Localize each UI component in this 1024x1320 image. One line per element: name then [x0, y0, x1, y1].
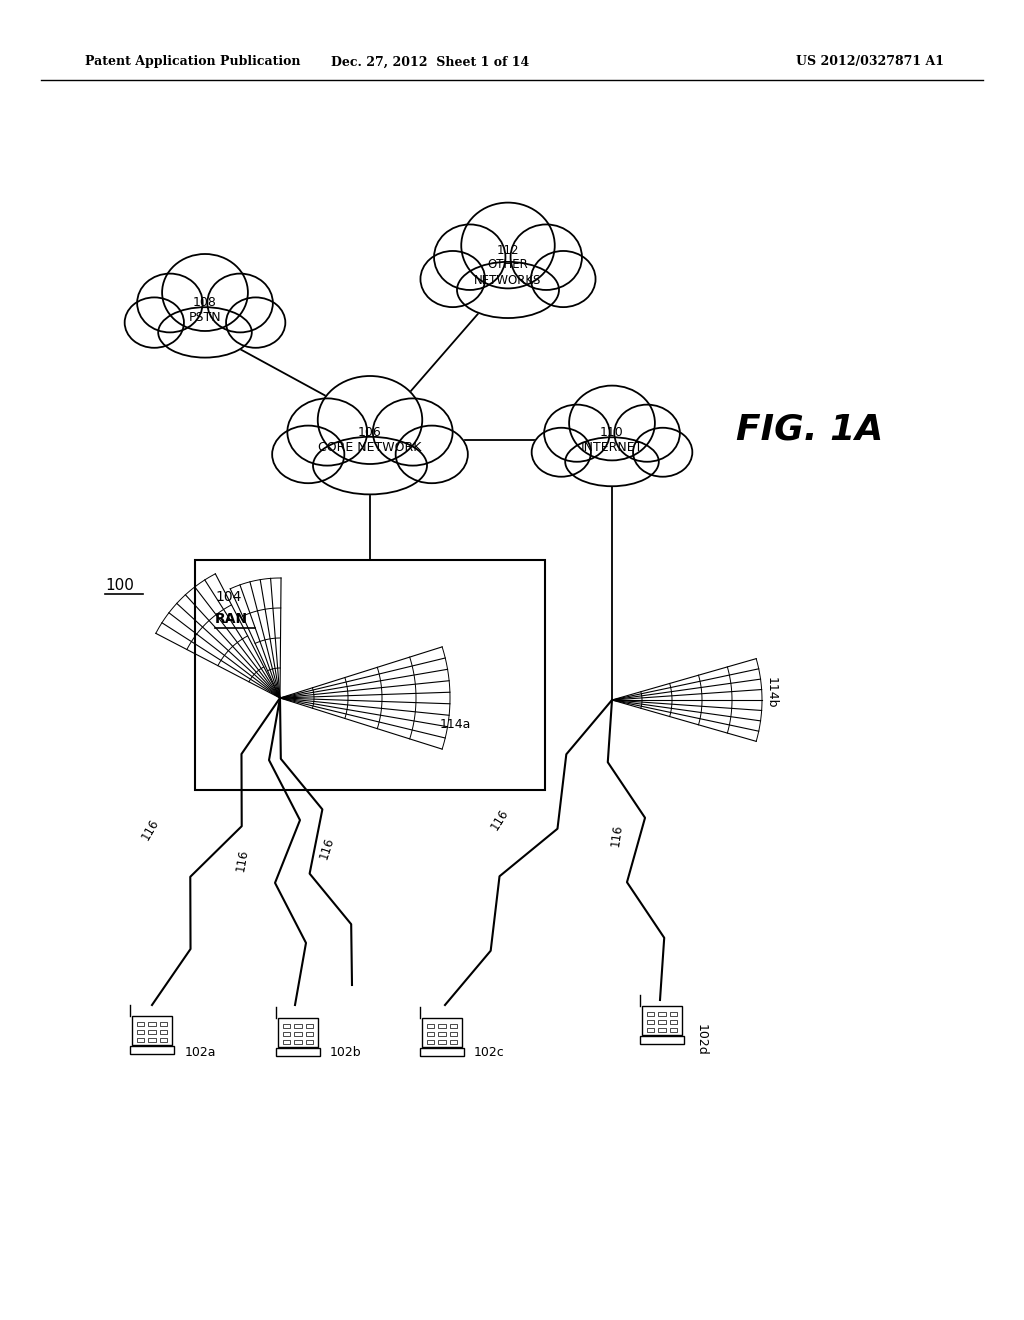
- FancyBboxPatch shape: [295, 1040, 301, 1044]
- FancyBboxPatch shape: [658, 1011, 666, 1015]
- Ellipse shape: [421, 251, 485, 308]
- FancyBboxPatch shape: [283, 1040, 290, 1044]
- FancyBboxPatch shape: [306, 1032, 313, 1036]
- Ellipse shape: [373, 399, 453, 466]
- Ellipse shape: [288, 399, 368, 466]
- FancyBboxPatch shape: [295, 1032, 301, 1036]
- FancyBboxPatch shape: [148, 1038, 156, 1041]
- Text: 100: 100: [105, 578, 134, 593]
- Ellipse shape: [158, 308, 252, 358]
- FancyBboxPatch shape: [438, 1040, 445, 1044]
- Ellipse shape: [162, 253, 248, 331]
- Text: 114b: 114b: [765, 677, 778, 709]
- FancyBboxPatch shape: [148, 1022, 156, 1026]
- Text: FIG. 1A: FIG. 1A: [736, 413, 884, 447]
- Ellipse shape: [633, 428, 692, 477]
- FancyBboxPatch shape: [283, 1023, 290, 1027]
- FancyBboxPatch shape: [451, 1040, 458, 1044]
- FancyBboxPatch shape: [427, 1040, 434, 1044]
- Text: 102c: 102c: [474, 1045, 505, 1059]
- FancyBboxPatch shape: [671, 1011, 678, 1015]
- Ellipse shape: [272, 425, 344, 483]
- FancyBboxPatch shape: [276, 1048, 319, 1056]
- FancyBboxPatch shape: [420, 1048, 464, 1056]
- Text: 116: 116: [233, 847, 250, 873]
- FancyBboxPatch shape: [646, 1027, 653, 1032]
- FancyBboxPatch shape: [671, 1019, 678, 1023]
- Text: Dec. 27, 2012  Sheet 1 of 14: Dec. 27, 2012 Sheet 1 of 14: [331, 55, 529, 69]
- FancyBboxPatch shape: [130, 1047, 174, 1053]
- FancyBboxPatch shape: [438, 1032, 445, 1036]
- FancyBboxPatch shape: [306, 1023, 313, 1027]
- Text: US 2012/0327871 A1: US 2012/0327871 A1: [796, 55, 944, 69]
- FancyBboxPatch shape: [646, 1011, 653, 1015]
- Text: 104: 104: [215, 590, 242, 605]
- Ellipse shape: [207, 273, 272, 333]
- Text: 108
PSTN: 108 PSTN: [188, 296, 221, 323]
- FancyBboxPatch shape: [658, 1027, 666, 1032]
- FancyBboxPatch shape: [161, 1022, 168, 1026]
- FancyBboxPatch shape: [451, 1023, 458, 1027]
- FancyBboxPatch shape: [427, 1023, 434, 1027]
- Ellipse shape: [434, 224, 506, 290]
- Text: 112
OTHER
NETWORKS: 112 OTHER NETWORKS: [474, 243, 542, 286]
- FancyBboxPatch shape: [640, 1036, 684, 1044]
- FancyBboxPatch shape: [427, 1032, 434, 1036]
- FancyBboxPatch shape: [646, 1019, 653, 1023]
- Ellipse shape: [614, 405, 680, 462]
- Text: 116: 116: [609, 822, 625, 847]
- FancyBboxPatch shape: [148, 1030, 156, 1034]
- FancyBboxPatch shape: [422, 1019, 462, 1047]
- FancyBboxPatch shape: [283, 1032, 290, 1036]
- Ellipse shape: [395, 425, 468, 483]
- Ellipse shape: [226, 297, 286, 347]
- Ellipse shape: [457, 261, 559, 318]
- FancyBboxPatch shape: [195, 560, 545, 789]
- Ellipse shape: [317, 376, 422, 465]
- FancyBboxPatch shape: [136, 1030, 143, 1034]
- Text: RAN: RAN: [215, 612, 248, 626]
- Ellipse shape: [461, 202, 555, 288]
- Text: 116: 116: [488, 807, 511, 833]
- FancyBboxPatch shape: [136, 1022, 143, 1026]
- Text: 116: 116: [138, 817, 161, 843]
- Text: Patent Application Publication: Patent Application Publication: [85, 55, 300, 69]
- Ellipse shape: [531, 251, 596, 308]
- Ellipse shape: [125, 297, 184, 347]
- Text: 116: 116: [317, 836, 337, 861]
- Ellipse shape: [544, 405, 609, 462]
- FancyBboxPatch shape: [136, 1038, 143, 1041]
- FancyBboxPatch shape: [451, 1032, 458, 1036]
- FancyBboxPatch shape: [279, 1019, 317, 1047]
- Ellipse shape: [137, 273, 203, 333]
- FancyBboxPatch shape: [161, 1038, 168, 1041]
- FancyBboxPatch shape: [295, 1023, 301, 1027]
- FancyBboxPatch shape: [306, 1040, 313, 1044]
- Text: 110
INTERNET: 110 INTERNET: [581, 426, 643, 454]
- FancyBboxPatch shape: [671, 1027, 678, 1032]
- Ellipse shape: [569, 385, 655, 461]
- Text: 102b: 102b: [330, 1045, 361, 1059]
- FancyBboxPatch shape: [658, 1019, 666, 1023]
- FancyBboxPatch shape: [438, 1023, 445, 1027]
- Text: 114a: 114a: [440, 718, 471, 731]
- Text: 102a: 102a: [185, 1045, 216, 1059]
- FancyBboxPatch shape: [161, 1030, 168, 1034]
- Ellipse shape: [313, 437, 427, 495]
- Ellipse shape: [565, 437, 658, 486]
- FancyBboxPatch shape: [132, 1016, 172, 1045]
- Text: 106
CORE NETWORK: 106 CORE NETWORK: [318, 426, 422, 454]
- Ellipse shape: [511, 224, 582, 290]
- FancyBboxPatch shape: [642, 1006, 682, 1035]
- Text: 102d: 102d: [695, 1024, 708, 1056]
- Ellipse shape: [531, 428, 591, 477]
